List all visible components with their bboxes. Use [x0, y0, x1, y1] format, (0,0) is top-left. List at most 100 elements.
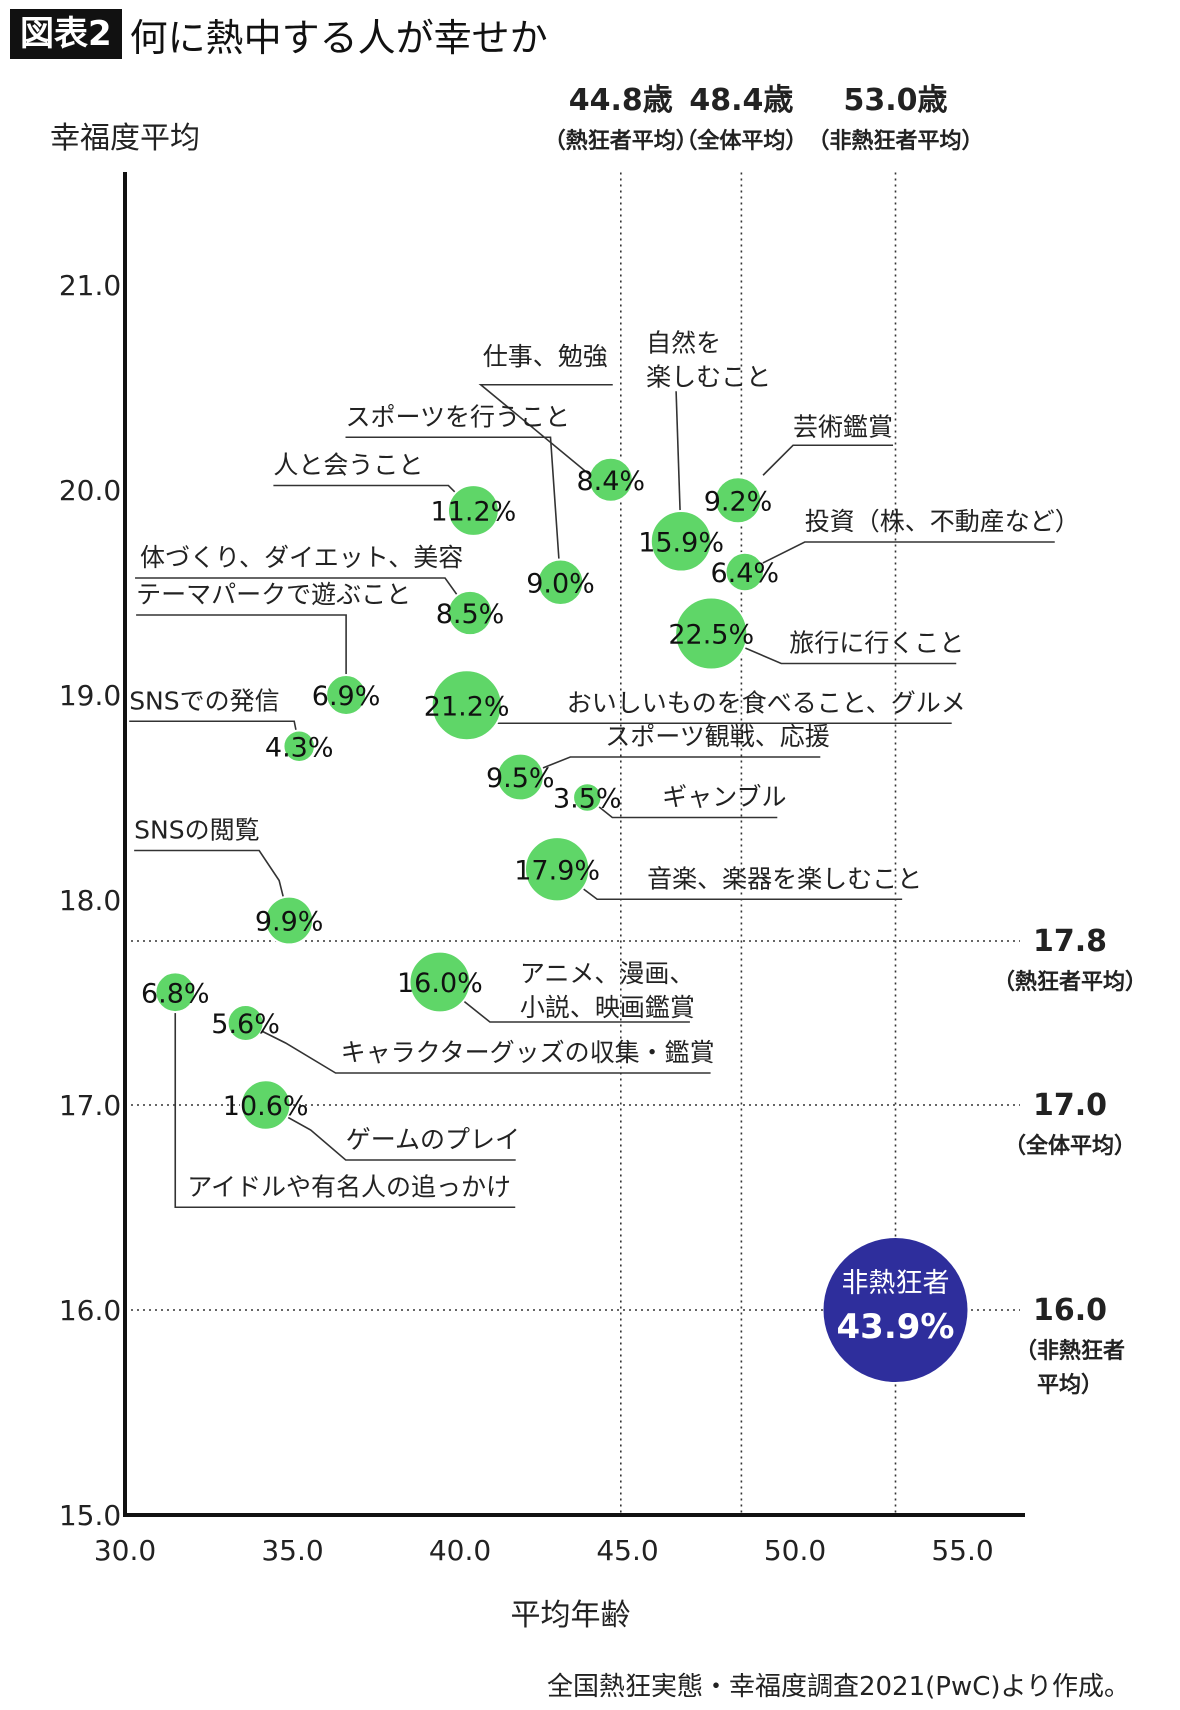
data-bubble: [446, 589, 494, 637]
data-bubble: [408, 950, 472, 1014]
data-bubble: [282, 729, 316, 764]
y-tick-label: 20.0: [59, 474, 121, 507]
data-bubble: [587, 456, 634, 503]
data-bubble: [239, 1079, 292, 1131]
data-bubble: [536, 558, 585, 607]
non-enthusiast-label: 非熱狂者: [842, 1268, 950, 1299]
category-label: ギャンブル: [662, 783, 786, 812]
bubble-share-label: 9.5%: [486, 763, 555, 794]
category-label: 人と会うこと: [273, 451, 423, 480]
bubble-share-label: 6.8%: [141, 978, 210, 1009]
category-label: テーマパークで遊ぶこと: [136, 580, 411, 609]
figure-title: 何に熱中する人が幸せか: [129, 15, 548, 60]
category-label: 旅行に行くこと: [789, 629, 964, 658]
leader-line: [520, 756, 821, 778]
data-bubble: [674, 596, 749, 671]
bubble-share-label: 9.9%: [255, 907, 324, 938]
vertical-reference-value: 44.8歳: [569, 83, 673, 118]
category-label: 芸術鑑賞: [793, 412, 893, 441]
data-bubble: [495, 752, 545, 802]
figure-header: 図表2 何に熱中する人が幸せか: [10, 8, 548, 60]
data-bubble: [724, 551, 765, 593]
data-bubble: [264, 895, 315, 946]
category-label: 投資（株、不動産など）: [805, 507, 1080, 536]
data-bubble: [572, 782, 603, 813]
x-tick-label: 45.0: [596, 1534, 658, 1567]
x-tick-label: 30.0: [94, 1534, 156, 1567]
horizontal-reference-value: 16.0: [1033, 1293, 1107, 1328]
category-label: SNSの閲覧: [134, 816, 259, 845]
data-bubble: [325, 674, 368, 716]
data-bubble: [649, 509, 713, 573]
bubble-share-label: 5.6%: [211, 1009, 280, 1040]
x-tick-label: 40.0: [429, 1534, 491, 1567]
category-label: スポーツを行うこと: [346, 402, 571, 431]
bubble-share-label: 6.4%: [710, 558, 779, 589]
bubble-share-label: 4.3%: [265, 732, 334, 763]
horizontal-reference-label: （非熱狂者: [1015, 1338, 1125, 1364]
source-note: 全国熱狂実態・幸福度調査2021(PwC)より作成。: [547, 1672, 1130, 1702]
bubble-share-label: 3.5%: [553, 784, 622, 815]
bubble-share-label: 9.0%: [526, 568, 595, 599]
data-bubble: [446, 484, 500, 537]
data-bubble: [523, 836, 591, 903]
category-label: 体づくり、ダイエット、美容: [140, 543, 463, 572]
leader-line: [174, 992, 516, 1209]
data-bubble: [430, 669, 503, 742]
category-label: スポーツ観戦、応援: [605, 722, 830, 751]
vertical-reference-label: （熱狂者平均）: [544, 128, 698, 154]
category-label: おいしいものを食べること、グルメ: [567, 688, 966, 717]
category-label: 仕事、勉強: [483, 342, 608, 371]
category-label: ゲームのプレイ: [346, 1125, 520, 1154]
bubble-share-label: 17.9%: [514, 855, 600, 886]
category-label: 小説、映画鑑賞: [520, 993, 695, 1022]
bubble-share-label: 9.2%: [704, 486, 773, 517]
category-label: アイドルや有名人の追っかけ: [187, 1172, 511, 1201]
leader-line: [136, 614, 347, 695]
leader-line: [744, 541, 1055, 573]
category-label: 楽しむこと: [646, 362, 771, 391]
category-label: キャラクターグッズの収集・鑑賞: [341, 1038, 715, 1067]
bubble-share-label: 21.2%: [424, 691, 510, 722]
non-enthusiast-bubble: [823, 1238, 968, 1382]
data-bubble: [226, 1004, 265, 1042]
x-tick-label: 55.0: [931, 1534, 993, 1567]
y-tick-label: 15.0: [59, 1499, 121, 1532]
x-axis-title: 平均年齢: [511, 1598, 631, 1633]
vertical-reference-value: 53.0歳: [843, 83, 947, 118]
x-tick-label: 35.0: [261, 1534, 323, 1567]
bubble-share-label: 16.0%: [397, 968, 483, 999]
x-tick-label: 50.0: [764, 1534, 826, 1567]
horizontal-reference-value: 17.0: [1033, 1088, 1107, 1123]
horizontal-reference-label: （全体平均）: [1004, 1133, 1136, 1159]
category-label: SNSでの発信: [129, 686, 279, 715]
bubble-share-label: 11.2%: [431, 497, 517, 528]
bubble-share-label: 6.9%: [312, 681, 381, 712]
y-tick-label: 16.0: [59, 1294, 121, 1327]
non-enthusiast-share: 43.9%: [837, 1307, 955, 1347]
y-tick-label: 17.0: [59, 1089, 121, 1122]
bubble-share-label: 8.4%: [576, 466, 645, 497]
bubble-share-label: 8.5%: [436, 599, 505, 630]
data-bubble: [713, 476, 763, 525]
y-axis-title: 幸福度平均: [50, 121, 200, 156]
category-label: アニメ、漫画、: [520, 959, 695, 988]
leader-line: [345, 436, 562, 583]
y-tick-label: 21.0: [59, 269, 121, 302]
horizontal-reference-label: 平均）: [1037, 1372, 1103, 1398]
category-label: 自然を: [646, 328, 721, 357]
figure-tag: 図表2: [10, 9, 122, 59]
vertical-reference-label: （全体平均）: [675, 128, 807, 154]
data-bubble: [154, 971, 197, 1014]
y-tick-label: 18.0: [59, 884, 121, 917]
bubble-share-label: 15.9%: [638, 527, 724, 558]
leader-line: [478, 383, 613, 481]
bubble-share-label: 10.6%: [223, 1091, 309, 1122]
horizontal-reference-label: （熱狂者平均）: [993, 969, 1147, 995]
leader-line: [762, 444, 894, 476]
category-label: 音楽、楽器を楽しむこと: [647, 864, 922, 893]
y-tick-label: 19.0: [59, 679, 121, 712]
bubble-share-label: 22.5%: [668, 620, 754, 651]
horizontal-reference-value: 17.8: [1033, 924, 1107, 959]
